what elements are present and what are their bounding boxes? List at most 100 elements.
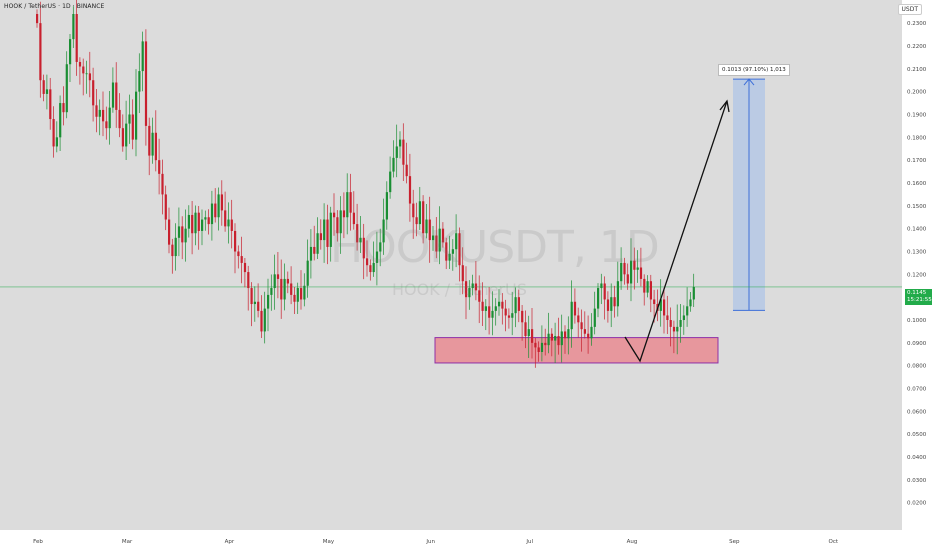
- candle-body: [494, 306, 497, 311]
- candle-body: [504, 308, 507, 316]
- candle-body: [395, 146, 398, 158]
- price-tick-label: 0.2000: [907, 90, 927, 96]
- candle-body: [521, 310, 524, 323]
- candle-body: [243, 262, 247, 273]
- candle-body: [108, 107, 111, 129]
- candle-body: [557, 336, 560, 346]
- candle-body: [293, 294, 296, 302]
- candle-body: [679, 320, 682, 327]
- price-tick-label: 0.1300: [907, 250, 927, 256]
- candle-body: [151, 132, 154, 156]
- price-tick-label: 0.0900: [907, 341, 927, 347]
- time-tick-label: Aug: [627, 539, 638, 545]
- candle-body: [445, 242, 448, 261]
- candle-body: [451, 249, 454, 254]
- candle-body: [366, 258, 369, 266]
- candle-body: [356, 224, 359, 243]
- candle-body: [125, 123, 128, 147]
- candle-body: [610, 297, 613, 311]
- candle-body: [102, 109, 105, 122]
- candle-body: [458, 233, 461, 266]
- candle-body: [49, 89, 52, 120]
- candle-body: [666, 315, 669, 321]
- candle-body: [428, 219, 431, 241]
- candle-body: [85, 73, 88, 75]
- candle-body: [659, 299, 662, 311]
- candle-body: [379, 242, 382, 252]
- candle-body: [336, 217, 339, 234]
- currency-unit-button[interactable]: USDT: [897, 4, 922, 15]
- time-tick-label: May: [323, 539, 335, 545]
- candle-body: [554, 336, 557, 341]
- candle-body: [240, 256, 243, 263]
- price-tick-label: 0.0600: [907, 409, 927, 415]
- candle-body: [105, 121, 108, 129]
- candle-body: [663, 299, 666, 316]
- candle-body: [204, 217, 207, 220]
- candle-body: [639, 267, 643, 279]
- candle-body: [59, 103, 62, 138]
- price-axis-panel: [902, 0, 932, 550]
- candle-body: [309, 246, 313, 261]
- candle-body: [580, 322, 583, 330]
- candle-body: [300, 288, 303, 300]
- candle-body: [587, 333, 590, 339]
- time-tick-label: Apr: [225, 539, 235, 545]
- candle-body: [346, 192, 349, 218]
- candle-body: [329, 212, 332, 247]
- candle-body: [531, 329, 534, 343]
- candle-body: [481, 301, 484, 311]
- candle-body: [220, 194, 223, 211]
- candle-body: [692, 286, 695, 300]
- candle-body: [613, 297, 616, 307]
- candle-body: [92, 80, 95, 106]
- candle-body: [402, 139, 405, 165]
- candle-body: [616, 281, 619, 307]
- candle-body: [527, 329, 530, 337]
- price-tick-label: 0.2100: [907, 67, 927, 73]
- candle-body: [187, 214, 190, 229]
- candle-body: [573, 301, 577, 316]
- candle-body: [369, 265, 372, 273]
- candle-body: [682, 315, 685, 321]
- candle-body: [181, 226, 184, 243]
- candle-body: [148, 125, 151, 156]
- candle-body: [550, 333, 553, 341]
- candle-body: [210, 203, 214, 225]
- candle-body: [306, 260, 309, 286]
- candle-body: [339, 210, 342, 234]
- candle-body: [484, 306, 487, 311]
- candle-body: [425, 219, 428, 234]
- candle-body: [39, 23, 42, 81]
- candle-body: [633, 260, 636, 270]
- candle-body: [75, 13, 78, 62]
- candle-body: [168, 219, 171, 245]
- candle-body: [461, 265, 464, 282]
- candle-body: [478, 290, 481, 302]
- candle-body: [237, 251, 240, 257]
- candle-body: [488, 306, 491, 318]
- candle-body: [144, 41, 148, 126]
- candle-body: [138, 71, 141, 92]
- candle-body: [234, 230, 237, 252]
- candle-body: [121, 128, 124, 147]
- candle-body: [382, 219, 385, 243]
- price-tick-label: 0.1400: [907, 227, 927, 233]
- candle-body: [448, 253, 451, 261]
- candle-body: [267, 294, 270, 309]
- candle-body: [623, 262, 626, 275]
- candle-body: [82, 66, 85, 74]
- candle-body: [230, 219, 233, 231]
- candle-body: [263, 308, 266, 332]
- candle-body: [564, 331, 567, 339]
- candle-body: [646, 281, 649, 293]
- candle-body: [72, 13, 75, 40]
- name-watermark: HOOK / TetherUS: [392, 280, 527, 299]
- time-tick-label: Sep: [729, 539, 740, 545]
- candle-body: [276, 274, 280, 279]
- time-tick-label: Mar: [122, 539, 133, 545]
- candle-body: [62, 103, 65, 113]
- candle-body: [174, 237, 177, 257]
